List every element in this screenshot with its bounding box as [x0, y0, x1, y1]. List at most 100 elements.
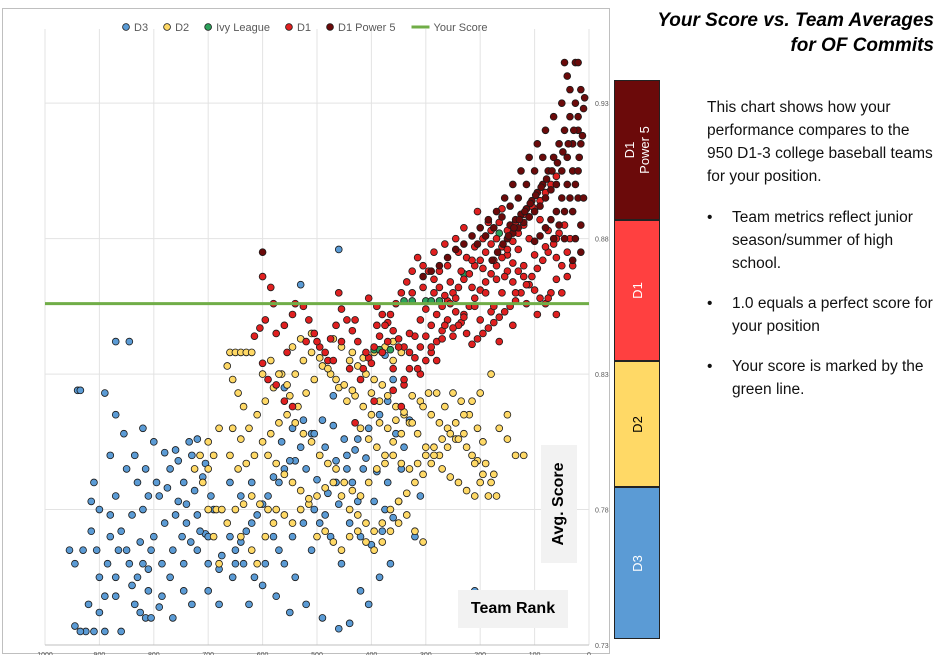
- data-point: [557, 99, 566, 107]
- x-tick-labels: 10009008007006005004003002001000: [37, 652, 591, 655]
- data-point: [487, 270, 495, 278]
- data-point: [264, 451, 272, 460]
- data-point: [441, 402, 449, 411]
- data-point: [182, 519, 191, 527]
- data-point: [519, 451, 528, 460]
- data-point: [435, 261, 444, 270]
- data-point: [419, 261, 427, 270]
- data-point: [419, 272, 427, 281]
- data-point: [277, 438, 286, 446]
- data-point: [215, 600, 223, 609]
- data-point: [509, 321, 517, 330]
- data-point: [256, 500, 264, 508]
- data-point: [449, 324, 457, 332]
- bullet-item: Your score is marked by the green line.: [707, 355, 937, 401]
- data-point: [305, 316, 313, 324]
- data-point: [476, 224, 485, 232]
- data-point: [250, 451, 259, 460]
- data-point: [364, 424, 373, 433]
- data-point: [402, 278, 411, 286]
- data-point: [348, 348, 357, 357]
- data-point: [536, 232, 544, 240]
- data-point: [521, 207, 529, 216]
- data-point: [337, 492, 346, 500]
- data-point: [389, 364, 397, 373]
- data-point: [383, 337, 392, 346]
- data-point: [71, 559, 79, 568]
- data-point: [476, 478, 485, 487]
- data-point: [291, 419, 300, 427]
- data-point: [321, 348, 329, 357]
- data-point: [370, 527, 378, 536]
- data-point: [370, 343, 378, 351]
- data-point: [528, 272, 536, 281]
- data-point: [190, 465, 199, 473]
- data-point: [522, 180, 531, 189]
- data-point: [280, 321, 289, 330]
- data-point: [318, 614, 327, 622]
- x-axis-label: Team Rank: [470, 600, 556, 617]
- data-point: [446, 473, 455, 481]
- data-point: [147, 614, 155, 622]
- data-point: [130, 600, 139, 609]
- data-point: [492, 234, 501, 243]
- data-point: [484, 492, 493, 500]
- data-point: [552, 180, 561, 189]
- data-point: [65, 546, 74, 554]
- data-point: [541, 224, 550, 232]
- data-point: [185, 438, 193, 446]
- data-point: [557, 261, 566, 270]
- data-point: [411, 527, 419, 536]
- data-point: [343, 465, 351, 473]
- data-point: [400, 375, 408, 384]
- tier-label-line1: D1: [629, 282, 645, 299]
- data-point: [332, 465, 340, 473]
- data-point: [541, 126, 550, 135]
- data-point: [468, 397, 476, 405]
- data-point: [427, 410, 436, 419]
- data-point: [272, 459, 281, 468]
- data-point: [166, 573, 174, 582]
- data-point: [538, 153, 547, 162]
- data-point: [353, 527, 362, 536]
- data-point: [313, 337, 321, 346]
- data-point: [525, 213, 533, 221]
- data-point: [533, 310, 542, 319]
- data-point: [343, 451, 351, 460]
- data-point: [381, 459, 389, 468]
- tier-bar-d3: D3: [614, 487, 660, 639]
- data-point: [443, 443, 452, 452]
- data-point: [362, 519, 370, 527]
- data-point: [400, 443, 408, 452]
- data-point: [577, 85, 585, 94]
- data-point: [356, 492, 365, 500]
- data-point: [275, 478, 283, 487]
- data-point: [128, 581, 136, 590]
- data-point: [329, 391, 338, 400]
- data-point: [489, 470, 498, 479]
- data-point: [517, 167, 525, 175]
- data-point: [443, 253, 452, 262]
- data-point: [218, 551, 226, 560]
- x-tick-label: 900: [94, 652, 106, 655]
- data-point: [76, 386, 85, 395]
- xlabel-box: Team Rank: [458, 590, 568, 628]
- data-point: [139, 559, 147, 568]
- data-point: [557, 194, 566, 202]
- data-point: [460, 410, 468, 419]
- data-point: [234, 389, 242, 397]
- data-point: [266, 356, 275, 365]
- ylabel-box: Avg. Score: [541, 445, 577, 563]
- data-point: [288, 478, 297, 487]
- data-point: [470, 492, 479, 500]
- data-point: [566, 194, 574, 202]
- data-point: [386, 559, 395, 568]
- data-point: [552, 275, 561, 284]
- data-point: [375, 573, 384, 582]
- data-point: [310, 375, 319, 384]
- data-point: [378, 519, 387, 527]
- bullet-item: Team metrics reflect junior season/summe…: [707, 206, 937, 275]
- data-point: [215, 424, 223, 433]
- data-point: [209, 451, 218, 460]
- data-point: [87, 527, 96, 536]
